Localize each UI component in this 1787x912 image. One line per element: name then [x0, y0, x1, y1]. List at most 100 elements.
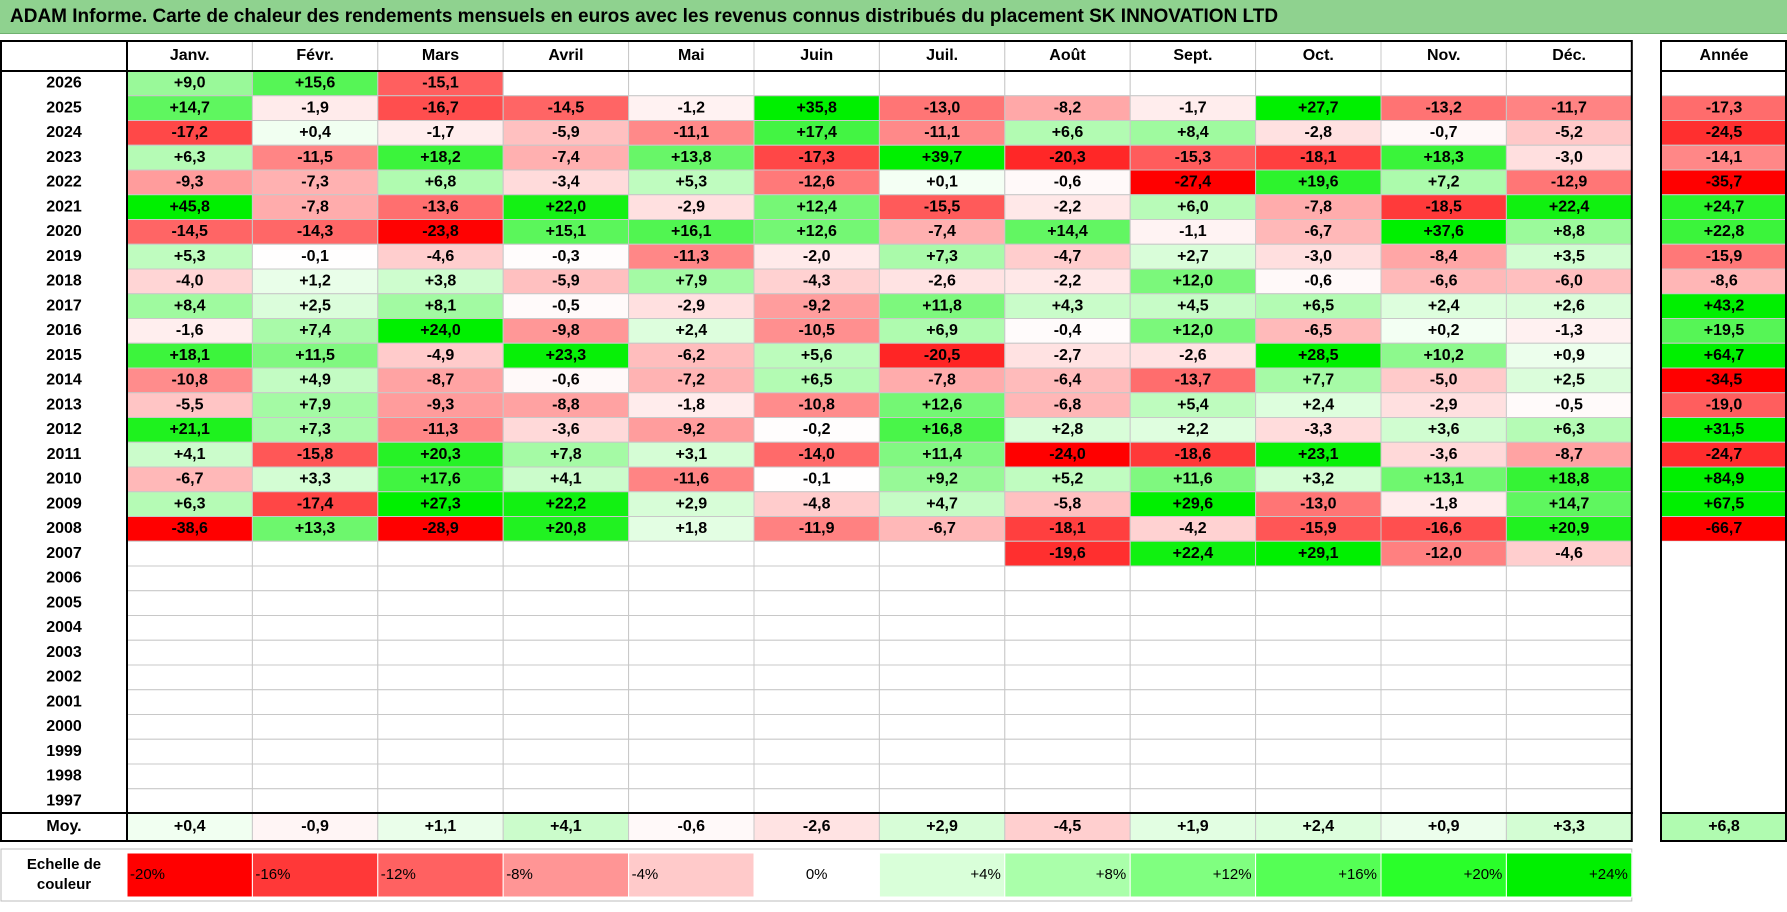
- heatmap-cell: [1129, 219, 1257, 245]
- heatmap-cell: [1505, 169, 1633, 196]
- cell-value: +29,6: [1173, 495, 1214, 512]
- cell-value: +10,2: [1423, 347, 1464, 364]
- heatmap-cell: [126, 565, 253, 592]
- heatmap-cell: [377, 788, 504, 814]
- average-cell: [1505, 812, 1633, 842]
- cell-value: +3,6: [1428, 421, 1460, 438]
- annual-value: -15,9: [1706, 248, 1743, 265]
- heatmap-cell: [1380, 615, 1507, 641]
- heatmap-cell: [1505, 714, 1633, 740]
- heatmap-cell: [1255, 664, 1382, 691]
- cell-value: -14,5: [171, 223, 208, 240]
- scale-swatch: [753, 852, 880, 898]
- cell-value: +2,6: [1553, 297, 1585, 314]
- scale-value: +20%: [1464, 866, 1503, 883]
- heatmap-cell: [502, 565, 630, 592]
- average-value: +3,3: [1553, 818, 1585, 835]
- row-year-label: 2014: [46, 372, 82, 389]
- scale-value: -4%: [632, 866, 659, 883]
- scale-value: +24%: [1589, 866, 1628, 883]
- average-frame: [0, 812, 1633, 842]
- heatmap-cell: [628, 293, 755, 319]
- cell-value: -4,8: [803, 495, 831, 512]
- heatmap-cell: [1505, 219, 1633, 245]
- heatmap-cell: [502, 763, 630, 790]
- cell-value: +6,3: [1553, 421, 1585, 438]
- row-year-label: 2003: [46, 644, 82, 661]
- heatmap-cell: [1255, 714, 1382, 740]
- average-cell: [1129, 812, 1257, 842]
- cell-value: -38,6: [171, 520, 208, 537]
- cell-value: +11,8: [922, 297, 962, 314]
- heatmap-cell: [1255, 194, 1382, 220]
- scale-swatch: [251, 852, 379, 898]
- cell-value: +7,9: [676, 273, 708, 290]
- cell-value: +7,8: [550, 446, 582, 463]
- month-header: Mars: [422, 47, 459, 64]
- scale-swatch: [126, 852, 253, 898]
- heatmap-cell: [502, 615, 630, 641]
- heatmap-cell: [1129, 367, 1257, 394]
- heatmap-cell: [628, 169, 755, 196]
- cell-value: -6,5: [1305, 322, 1333, 339]
- heatmap-cell: [502, 169, 630, 196]
- heatmap-cell: [878, 615, 1006, 641]
- average-value: -0,6: [678, 818, 706, 835]
- heatmap-cell: [628, 144, 755, 171]
- heatmap-cell: [251, 714, 379, 740]
- heatmap-cell: [1505, 639, 1633, 666]
- heatmap-cell: [377, 367, 504, 394]
- heatmap-cell: [753, 689, 880, 715]
- heatmap-cell: [1129, 144, 1257, 171]
- heatmap-cell: [878, 243, 1006, 270]
- cell-value: -23,8: [422, 223, 459, 240]
- heatmap-cell: [753, 120, 880, 146]
- heatmap-cell: [1380, 516, 1507, 542]
- cell-value: +23,3: [546, 347, 587, 364]
- cell-value: -6,8: [1054, 396, 1082, 413]
- cell-value: +15,6: [295, 75, 336, 92]
- heatmap-cell: [251, 590, 379, 616]
- cell-value: +6,3: [174, 149, 206, 166]
- cell-value: -6,6: [1430, 273, 1458, 290]
- annual-value: -8,6: [1710, 273, 1738, 290]
- cell-value: +22,0: [546, 198, 587, 215]
- cell-value: +6,5: [1303, 297, 1335, 314]
- heatmap-cell: [251, 615, 379, 641]
- cell-value: -6,0: [1555, 273, 1583, 290]
- cell-value: -3,6: [552, 421, 580, 438]
- average-cell: [377, 812, 504, 842]
- heatmap-cell: [1255, 788, 1382, 814]
- average-value: +0,9: [1428, 818, 1460, 835]
- heatmap-cell: [1129, 689, 1257, 715]
- heatmap-cell: [1129, 714, 1257, 740]
- heatmap-cell: [1004, 664, 1131, 691]
- cell-value: +16,8: [922, 421, 963, 438]
- cell-value: +4,7: [926, 495, 958, 512]
- scale-value: +16%: [1338, 866, 1377, 883]
- cell-value: +17,4: [796, 124, 837, 141]
- row-year-label: 2017: [46, 297, 82, 314]
- heatmap-cell: [628, 342, 755, 369]
- heatmap-cell: [753, 738, 880, 765]
- cell-value: -16,7: [422, 99, 459, 116]
- cell-value: -4,6: [1555, 545, 1583, 562]
- cell-value: -8,4: [1430, 248, 1458, 265]
- cell-value: +16,1: [671, 223, 712, 240]
- scale-value: 0%: [806, 866, 828, 883]
- scale-label: Echelle de: [27, 856, 101, 873]
- cell-value: +7,2: [1428, 174, 1460, 191]
- scale-value: -12%: [381, 866, 416, 883]
- cell-value: -4,7: [1054, 248, 1082, 265]
- cell-value: +8,1: [425, 297, 457, 314]
- heatmap-cell: [502, 219, 630, 245]
- heatmap-cell: [628, 491, 755, 517]
- heatmap-cell: [628, 590, 755, 616]
- heatmap-cell: [1380, 95, 1507, 121]
- heatmap-cell: [1004, 219, 1131, 245]
- cell-value: -2,9: [678, 198, 706, 215]
- heatmap-cell: [753, 516, 880, 542]
- month-header: Juil.: [926, 47, 958, 64]
- cell-value: -18,6: [1175, 446, 1212, 463]
- average-annual-frame: [1660, 812, 1787, 842]
